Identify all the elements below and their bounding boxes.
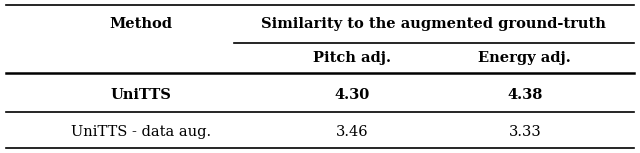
Text: 4.30: 4.30 bbox=[334, 88, 370, 102]
Text: 3.33: 3.33 bbox=[508, 125, 541, 139]
Text: Pitch adj.: Pitch adj. bbox=[313, 51, 391, 65]
Text: 4.38: 4.38 bbox=[507, 88, 543, 102]
Text: Energy adj.: Energy adj. bbox=[479, 51, 571, 65]
Text: UniTTS - data aug.: UniTTS - data aug. bbox=[71, 125, 211, 139]
Text: 3.46: 3.46 bbox=[336, 125, 368, 139]
Text: Method: Method bbox=[109, 17, 172, 32]
Text: Similarity to the augmented ground-truth: Similarity to the augmented ground-truth bbox=[261, 17, 606, 32]
Text: UniTTS: UniTTS bbox=[110, 88, 172, 102]
